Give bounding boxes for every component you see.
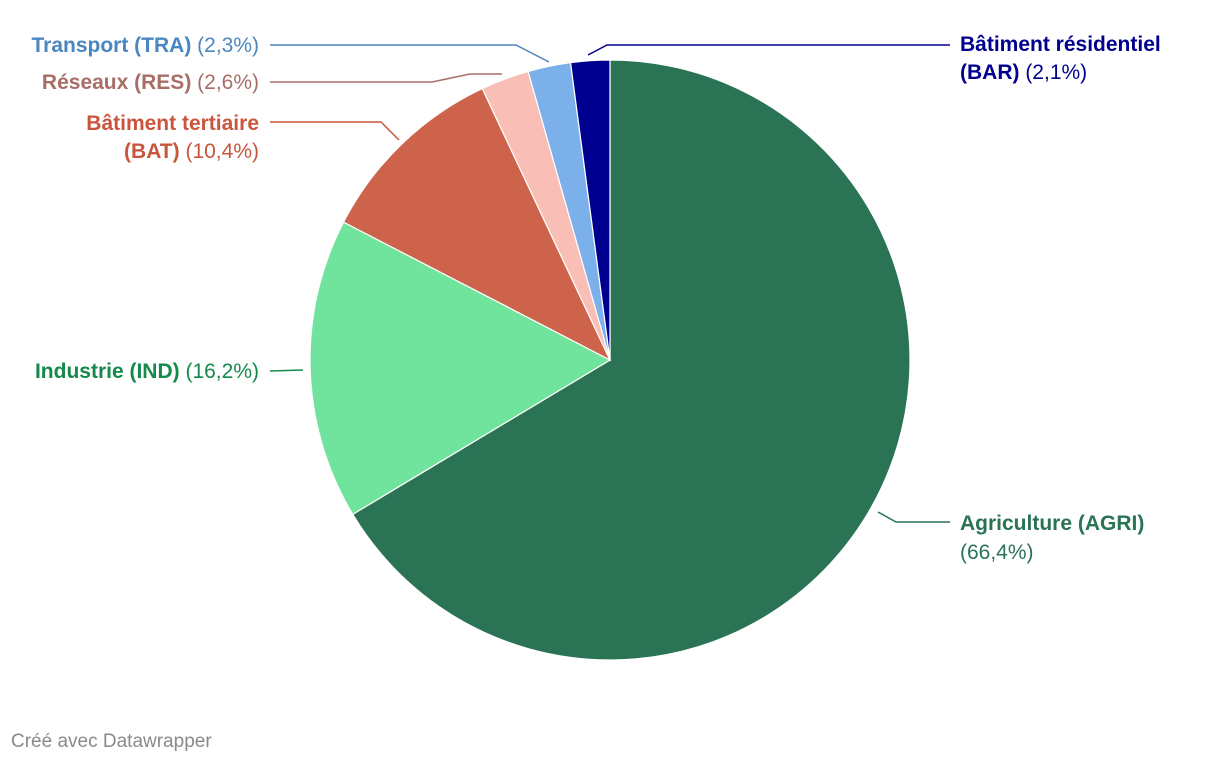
slice-label-6: Bâtiment résidentiel (BAR) (2,1%) <box>960 33 1161 84</box>
slice-label-name: Industrie (IND) <box>35 360 180 383</box>
slice-label-pct: (2,1%) <box>1019 61 1087 84</box>
leader-line-1 <box>877 511 950 523</box>
leader-line-6 <box>587 44 950 56</box>
credit-footer: Créé avec Datawrapper <box>11 731 212 752</box>
slice-label-pct: (16,2%) <box>180 360 259 383</box>
slice-label-2: Industrie (IND) (16,2%) <box>35 360 259 383</box>
leader-line-4 <box>270 73 502 83</box>
pie-slice-6 <box>569 59 611 361</box>
pie-slice-2 <box>309 221 612 516</box>
slice-label-name: Transport (TRA) <box>31 34 191 57</box>
slice-label-1: Agriculture (AGRI) (66,4%) <box>960 512 1144 564</box>
slice-label-3: Bâtiment tertiaire (BAT) (10,4%) <box>86 112 259 163</box>
leader-line-2 <box>269 369 304 372</box>
slice-label-pct: (66,4%) <box>960 541 1034 564</box>
pie-slices <box>309 59 911 661</box>
leader-lines <box>269 44 950 523</box>
slice-label-5: Transport (TRA) (2,3%) <box>31 34 259 57</box>
pie-slice-3 <box>342 87 612 362</box>
slice-labels: Agriculture (AGRI) (66,4%) Industrie (IND)… <box>31 33 1160 564</box>
leader-line-3 <box>270 121 400 141</box>
slice-label-name: Agriculture (AGRI) <box>960 512 1144 535</box>
slice-label-pct: (2,6%) <box>191 71 259 94</box>
leader-line-5 <box>270 44 550 63</box>
pie-slice-1 <box>351 59 911 661</box>
slice-label-name: (BAR) <box>960 61 1019 84</box>
slice-label-name: (BAT) <box>124 140 180 163</box>
slice-label-name: Bâtiment tertiaire <box>86 112 259 135</box>
slice-label-name: Bâtiment résidentiel <box>960 33 1161 56</box>
slice-label-4: Réseaux (RES) (2,6%) <box>42 71 259 94</box>
slice-label-pct: (10,4%) <box>180 140 259 163</box>
slice-label-name: Réseaux (RES) <box>42 71 191 94</box>
slice-label-pct: (2,3%) <box>191 34 259 57</box>
